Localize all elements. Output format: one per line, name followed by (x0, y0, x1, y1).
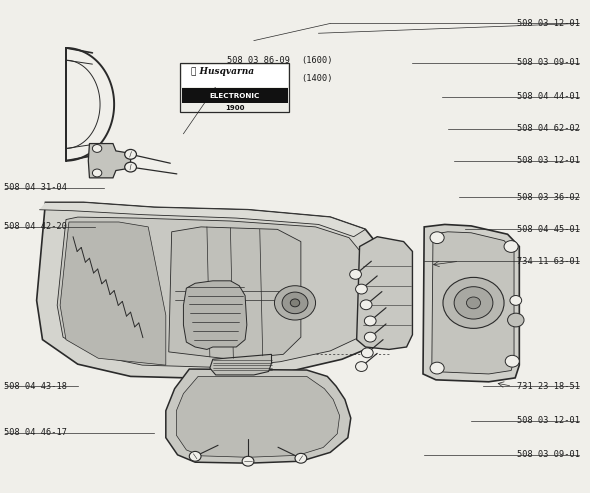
Circle shape (124, 162, 136, 172)
Circle shape (362, 348, 373, 358)
Text: 508 04 42-20: 508 04 42-20 (4, 222, 67, 231)
Text: 508 04 46-17: 508 04 46-17 (4, 428, 67, 437)
Circle shape (430, 362, 444, 374)
FancyBboxPatch shape (182, 65, 288, 87)
Circle shape (356, 284, 368, 294)
Text: 508 04 31-04: 508 04 31-04 (4, 183, 67, 192)
Text: 508 04 45-01: 508 04 45-01 (517, 225, 580, 234)
Polygon shape (176, 377, 340, 458)
Text: 508 03 86-09: 508 03 86-09 (228, 56, 290, 65)
Circle shape (443, 278, 504, 328)
Circle shape (505, 355, 519, 367)
Polygon shape (357, 237, 412, 350)
Circle shape (290, 299, 300, 307)
Text: 508 03 09-01: 508 03 09-01 (517, 58, 580, 67)
Text: 508 04 43-18: 508 04 43-18 (4, 382, 67, 391)
Circle shape (350, 270, 362, 279)
Circle shape (295, 454, 307, 463)
Text: 508 04 44-01: 508 04 44-01 (517, 93, 580, 102)
Text: 508 03 36-02: 508 03 36-02 (517, 193, 580, 202)
Text: (1600): (1600) (301, 56, 332, 65)
Circle shape (360, 300, 372, 310)
Circle shape (124, 149, 136, 159)
Circle shape (189, 452, 201, 461)
Polygon shape (37, 203, 383, 379)
Text: 508 03 85-08: 508 03 85-08 (228, 74, 290, 83)
Circle shape (365, 316, 376, 326)
Polygon shape (183, 281, 247, 350)
Circle shape (93, 144, 102, 152)
Circle shape (274, 286, 316, 320)
Text: Ⓤ Husqvarna: Ⓤ Husqvarna (191, 67, 254, 75)
Polygon shape (210, 354, 271, 375)
Text: 734 11 63-01: 734 11 63-01 (517, 257, 580, 266)
Text: 508 03 09-01: 508 03 09-01 (517, 450, 580, 459)
Polygon shape (57, 217, 364, 368)
Text: 1900: 1900 (225, 105, 245, 111)
Circle shape (365, 332, 376, 342)
Polygon shape (169, 227, 301, 359)
Circle shape (242, 457, 254, 466)
FancyBboxPatch shape (181, 63, 289, 112)
Text: 508 03 12-01: 508 03 12-01 (517, 156, 580, 165)
Polygon shape (166, 369, 351, 463)
Text: electro
parts
pro.com: electro parts pro.com (228, 268, 268, 303)
Polygon shape (432, 232, 514, 374)
Text: ELECTRONIC: ELECTRONIC (209, 93, 260, 99)
Polygon shape (88, 143, 130, 178)
Polygon shape (423, 224, 519, 382)
Circle shape (510, 295, 522, 305)
Text: 508 03 12-01: 508 03 12-01 (517, 19, 580, 28)
Text: 508 03 12-01: 508 03 12-01 (517, 416, 580, 425)
Text: 508 04 62-02: 508 04 62-02 (517, 124, 580, 133)
Circle shape (454, 287, 493, 319)
Circle shape (93, 169, 102, 177)
Circle shape (356, 362, 368, 371)
Circle shape (282, 292, 308, 314)
Circle shape (507, 313, 524, 327)
Circle shape (504, 241, 518, 252)
Polygon shape (60, 222, 166, 365)
Circle shape (467, 297, 481, 309)
Text: (1400): (1400) (301, 74, 332, 83)
FancyBboxPatch shape (182, 88, 288, 103)
Polygon shape (40, 203, 365, 237)
Circle shape (430, 232, 444, 244)
Text: 731 23 18-51: 731 23 18-51 (517, 382, 580, 391)
